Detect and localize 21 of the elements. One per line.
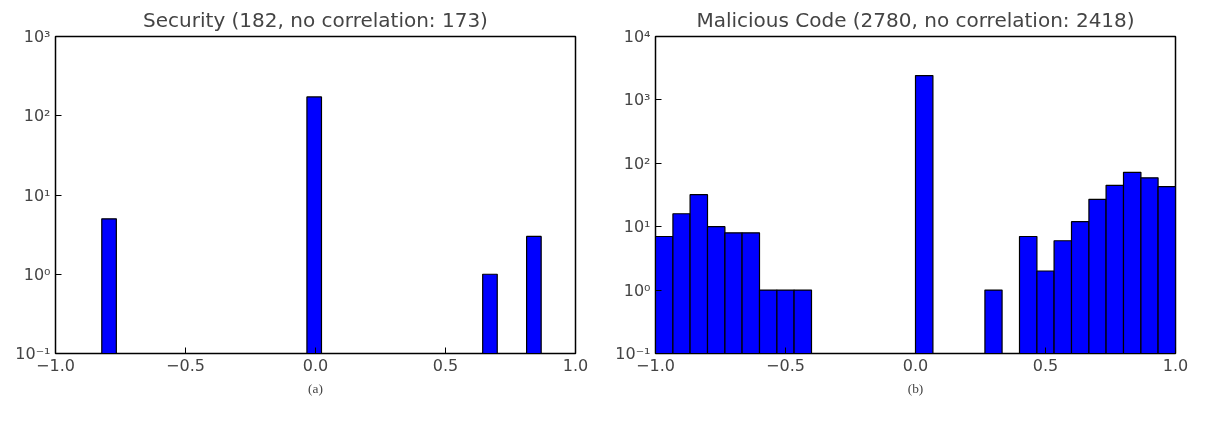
x-tick-label: 0.0 — [302, 355, 329, 375]
x-tick-label: 0.5 — [432, 355, 459, 375]
chart-title: Malicious Code (2780, no correlation: 2418) — [696, 7, 1135, 32]
y-tick-label: 10³ — [23, 27, 51, 46]
x-tick-label: 1.0 — [1162, 355, 1189, 375]
text: (a) — [308, 380, 323, 396]
y-tick-label: 10³ — [623, 90, 651, 110]
y-tick-label: 10⁰ — [23, 264, 51, 284]
y-tick-label: 10² — [23, 106, 51, 126]
x-tick-label: 0.0 — [902, 355, 929, 375]
x-tick-label: 1.0 — [562, 355, 589, 375]
y-tick-label: 10⁰ — [623, 280, 651, 300]
x-tick-label: −0.5 — [166, 355, 205, 375]
y-tick-label: 10¹ — [23, 185, 51, 205]
y-tick-label: 10¹ — [623, 217, 651, 237]
text: (b) — [907, 380, 924, 396]
x-tick-label: 0.5 — [1032, 355, 1059, 375]
x-tick-label: −0.5 — [766, 355, 805, 375]
y-tick-label: 10⁴ — [623, 27, 651, 46]
y-tick-label: 10² — [623, 153, 651, 173]
chart-title: Security (182, no correlation: 173) — [143, 7, 488, 32]
